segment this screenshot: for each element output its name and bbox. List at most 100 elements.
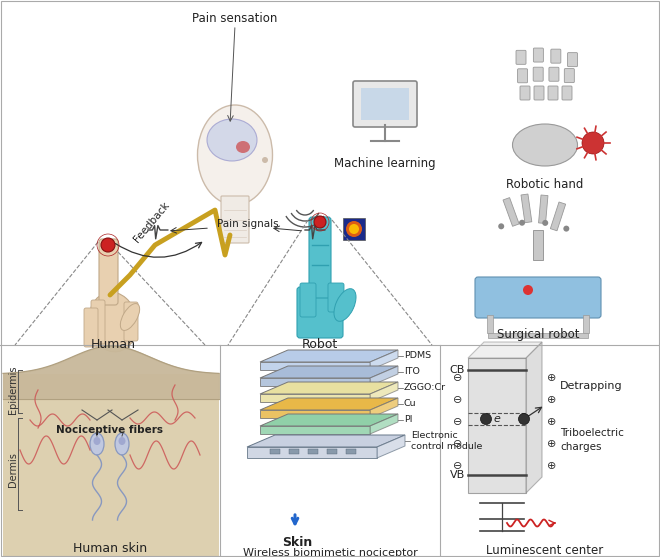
Text: Pain sensation: Pain sensation xyxy=(192,12,278,25)
FancyBboxPatch shape xyxy=(84,308,98,347)
Text: ⊕: ⊕ xyxy=(547,439,556,449)
Bar xyxy=(533,230,543,260)
Polygon shape xyxy=(377,435,405,458)
Text: ⊕: ⊕ xyxy=(547,461,556,471)
Bar xyxy=(289,449,299,454)
FancyBboxPatch shape xyxy=(520,86,530,100)
Polygon shape xyxy=(468,358,526,493)
Text: Epidermis: Epidermis xyxy=(8,366,18,414)
FancyBboxPatch shape xyxy=(517,69,527,83)
Text: Human skin: Human skin xyxy=(73,541,147,555)
FancyBboxPatch shape xyxy=(309,217,331,298)
Circle shape xyxy=(519,413,529,424)
Text: ⊕: ⊕ xyxy=(547,373,556,383)
Circle shape xyxy=(582,132,604,154)
Bar xyxy=(346,449,356,454)
FancyBboxPatch shape xyxy=(549,67,559,81)
Text: Robot: Robot xyxy=(302,338,338,351)
Polygon shape xyxy=(370,398,398,418)
FancyBboxPatch shape xyxy=(564,69,574,82)
Ellipse shape xyxy=(89,292,137,352)
Text: VB: VB xyxy=(449,470,465,480)
FancyBboxPatch shape xyxy=(516,50,526,64)
Text: Dermis: Dermis xyxy=(8,452,18,487)
Bar xyxy=(327,449,337,454)
Polygon shape xyxy=(260,366,398,378)
Text: Cu: Cu xyxy=(404,399,416,408)
Text: ⊕: ⊕ xyxy=(547,417,556,427)
Circle shape xyxy=(543,220,548,226)
Polygon shape xyxy=(370,366,398,386)
Text: Skin: Skin xyxy=(282,535,312,549)
Circle shape xyxy=(523,285,533,295)
Text: Robotic hand: Robotic hand xyxy=(506,178,583,191)
Polygon shape xyxy=(260,382,398,394)
Text: Electronic
control module: Electronic control module xyxy=(411,431,482,451)
Polygon shape xyxy=(370,414,398,434)
Text: ⊖: ⊖ xyxy=(453,417,463,427)
FancyBboxPatch shape xyxy=(297,287,343,338)
FancyBboxPatch shape xyxy=(475,277,601,318)
Polygon shape xyxy=(247,435,405,447)
Circle shape xyxy=(314,216,326,228)
Polygon shape xyxy=(370,350,398,370)
Ellipse shape xyxy=(207,119,257,161)
Polygon shape xyxy=(526,342,542,493)
Text: PDMS: PDMS xyxy=(404,351,431,360)
Ellipse shape xyxy=(346,221,362,237)
Text: Feedback: Feedback xyxy=(132,200,172,244)
Text: Luminescent center: Luminescent center xyxy=(486,544,604,556)
FancyBboxPatch shape xyxy=(534,86,544,100)
Text: e: e xyxy=(493,414,500,424)
Bar xyxy=(3,374,219,556)
Text: Machine learning: Machine learning xyxy=(334,157,436,170)
Text: Triboelectric
charges: Triboelectric charges xyxy=(560,428,624,452)
Bar xyxy=(488,333,588,338)
Bar xyxy=(539,195,548,223)
Polygon shape xyxy=(468,342,542,358)
Text: Nociceptive fibers: Nociceptive fibers xyxy=(57,425,164,435)
Circle shape xyxy=(564,226,570,232)
Ellipse shape xyxy=(119,437,125,445)
Bar xyxy=(503,198,519,226)
FancyBboxPatch shape xyxy=(533,67,543,81)
Text: Pain signals: Pain signals xyxy=(217,219,279,229)
Text: ⊖: ⊖ xyxy=(453,395,463,405)
FancyBboxPatch shape xyxy=(91,300,105,344)
Ellipse shape xyxy=(115,433,129,455)
FancyBboxPatch shape xyxy=(562,86,572,100)
Text: Surgical robot: Surgical robot xyxy=(497,328,579,341)
Polygon shape xyxy=(260,426,370,434)
Text: PI: PI xyxy=(404,416,412,424)
FancyBboxPatch shape xyxy=(221,196,249,243)
Text: ⊖: ⊖ xyxy=(453,439,463,449)
Text: ⊕: ⊕ xyxy=(547,395,556,405)
Text: ⊖: ⊖ xyxy=(453,461,463,471)
Bar xyxy=(583,315,589,333)
Text: Detrapping: Detrapping xyxy=(560,381,622,391)
Text: CB: CB xyxy=(449,365,465,375)
Ellipse shape xyxy=(334,289,356,321)
Ellipse shape xyxy=(197,105,273,205)
Bar xyxy=(361,88,409,120)
FancyBboxPatch shape xyxy=(353,81,417,127)
FancyBboxPatch shape xyxy=(124,302,138,341)
Polygon shape xyxy=(260,350,398,362)
FancyBboxPatch shape xyxy=(99,239,118,305)
Bar xyxy=(270,449,280,454)
Bar xyxy=(521,194,532,223)
Circle shape xyxy=(519,219,525,226)
FancyBboxPatch shape xyxy=(548,86,558,100)
Text: ZGGO:Cr: ZGGO:Cr xyxy=(404,384,446,393)
Polygon shape xyxy=(260,414,398,426)
Ellipse shape xyxy=(349,224,359,234)
Bar xyxy=(487,315,493,333)
Text: Wireless biomimetic nociceptor: Wireless biomimetic nociceptor xyxy=(243,548,417,557)
Polygon shape xyxy=(370,382,398,402)
Circle shape xyxy=(498,223,504,229)
Text: Human: Human xyxy=(90,338,135,351)
Ellipse shape xyxy=(90,433,104,455)
Circle shape xyxy=(480,413,492,424)
FancyBboxPatch shape xyxy=(551,49,561,63)
Polygon shape xyxy=(260,378,370,386)
